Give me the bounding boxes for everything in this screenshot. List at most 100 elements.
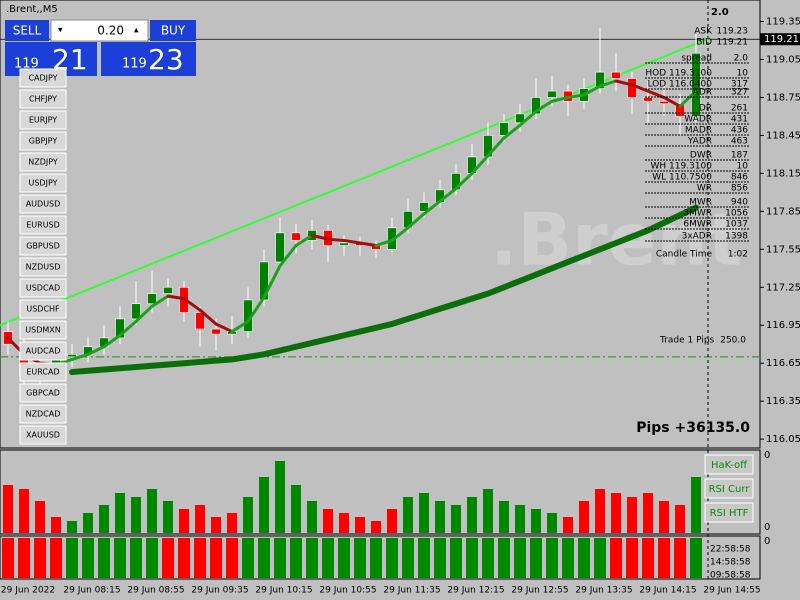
x-tick-label: 29 Jun 08:55 bbox=[127, 586, 184, 596]
symbol-button[interactable] bbox=[19, 89, 67, 109]
lot-value[interactable]: 0.20 bbox=[97, 24, 124, 38]
symbol-button[interactable] bbox=[19, 173, 67, 193]
indicator-button[interactable] bbox=[704, 478, 754, 499]
info-value: 187 bbox=[731, 151, 748, 161]
symbol-button[interactable] bbox=[19, 152, 67, 172]
signal-column bbox=[98, 538, 110, 578]
symbol-button[interactable] bbox=[19, 131, 67, 151]
symbol-label[interactable]: NZDJPY bbox=[28, 158, 58, 167]
symbol-button[interactable] bbox=[19, 383, 67, 403]
signal-column bbox=[690, 538, 702, 578]
signal-column bbox=[162, 538, 174, 578]
symbol-label[interactable]: EURJPY bbox=[29, 116, 57, 125]
symbol-button[interactable] bbox=[19, 404, 67, 424]
hist-bar bbox=[163, 501, 173, 533]
indicator-label[interactable]: RSI Curr bbox=[709, 484, 751, 495]
buy-button[interactable] bbox=[150, 20, 196, 41]
symbol-button[interactable] bbox=[19, 299, 67, 319]
lot-down[interactable]: ▾ bbox=[58, 26, 63, 36]
symbol-label[interactable]: USDCAD bbox=[26, 284, 60, 293]
symbol-label[interactable]: CHFJPY bbox=[29, 95, 57, 104]
symbol-label[interactable]: GBPCAD bbox=[26, 389, 60, 398]
signal-column bbox=[130, 538, 142, 578]
symbol-button[interactable] bbox=[19, 110, 67, 130]
hist-bar bbox=[195, 505, 205, 533]
indicator-label[interactable]: HaK-off bbox=[711, 460, 748, 471]
buy-price-box[interactable] bbox=[101, 42, 196, 76]
symbol-label[interactable]: GBPJPY bbox=[29, 137, 58, 146]
symbol-label[interactable]: XAUUSD bbox=[26, 431, 60, 440]
symbol-label[interactable]: EURUSD bbox=[26, 221, 60, 230]
lot-up[interactable]: ▴ bbox=[134, 26, 139, 36]
fast-ma-segment bbox=[294, 233, 314, 248]
hist-bar bbox=[611, 493, 621, 533]
candle-body bbox=[195, 312, 205, 330]
symbol-button[interactable] bbox=[19, 215, 67, 235]
symbol-label[interactable]: AUDCAD bbox=[26, 347, 61, 356]
signal-column bbox=[2, 538, 14, 578]
symbol-button[interactable] bbox=[19, 236, 67, 256]
symbol-button[interactable] bbox=[19, 320, 67, 340]
symbol-button[interactable] bbox=[19, 68, 67, 88]
candle-body bbox=[675, 103, 685, 117]
indicator-button[interactable] bbox=[704, 454, 754, 475]
fast-ma-segment bbox=[550, 95, 570, 103]
symbol-button[interactable] bbox=[19, 425, 67, 445]
symbol-button[interactable] bbox=[19, 257, 67, 277]
symbol-label[interactable]: USDMXN bbox=[25, 326, 60, 335]
fast-ma-segment bbox=[470, 154, 490, 175]
signal-column bbox=[82, 538, 94, 578]
symbol-label[interactable]: NZDUSD bbox=[26, 263, 61, 272]
info-value: 2.0 bbox=[734, 54, 749, 64]
symbol-label[interactable]: GBPUSD bbox=[26, 242, 60, 251]
info-label: spread bbox=[681, 54, 712, 64]
timer-label: 09:58:58 bbox=[710, 571, 751, 581]
hist-bar bbox=[371, 521, 381, 533]
signal-column bbox=[466, 538, 478, 578]
indicator-label[interactable]: RSI HTF bbox=[710, 508, 749, 519]
hist-bar bbox=[659, 501, 669, 533]
indicator-button[interactable] bbox=[704, 502, 754, 523]
info-label: WH 119.3100 bbox=[651, 162, 713, 172]
symbol-label[interactable]: CADJPY bbox=[28, 74, 57, 83]
y-tick-label: 116.35 bbox=[766, 396, 800, 407]
fast-ma-segment bbox=[118, 319, 138, 337]
sell-button[interactable] bbox=[5, 20, 49, 41]
y-tick-label: 119.05 bbox=[766, 54, 800, 65]
hist-bar bbox=[83, 513, 93, 533]
x-tick-label: 29 Jun 08:15 bbox=[63, 586, 120, 596]
candle-body bbox=[547, 90, 557, 98]
signal-column bbox=[274, 538, 286, 578]
info-label: HOD 119.3100 bbox=[645, 69, 712, 79]
spread-top: 2.0 bbox=[711, 7, 729, 18]
symbol-label[interactable]: USDCHF bbox=[26, 305, 60, 314]
y-tick-label: 117.55 bbox=[766, 244, 800, 255]
buy-label[interactable]: BUY bbox=[161, 24, 186, 38]
symbol-label[interactable]: NZDCAD bbox=[26, 410, 61, 419]
signal-column bbox=[50, 538, 62, 578]
symbol-label[interactable]: AUDUSD bbox=[26, 200, 61, 209]
symbol-button[interactable] bbox=[19, 278, 67, 298]
sell-label[interactable]: SELL bbox=[13, 24, 42, 38]
fast-ma-segment bbox=[166, 294, 186, 301]
hist-bar bbox=[515, 505, 525, 533]
signal-column bbox=[610, 538, 622, 578]
signal-column bbox=[178, 538, 190, 578]
fast-ma-segment bbox=[214, 322, 234, 334]
fast-ma-segment bbox=[406, 212, 426, 230]
y-tick-label: 116.05 bbox=[766, 434, 800, 445]
fast-ma-segment bbox=[646, 89, 666, 99]
hist-bar bbox=[259, 477, 269, 533]
lot-box[interactable] bbox=[50, 19, 149, 42]
symbol-button[interactable] bbox=[19, 362, 67, 382]
symbol-label[interactable]: EURCAD bbox=[26, 368, 59, 377]
hist-bar bbox=[627, 497, 637, 533]
symbol-label[interactable]: USDJPY bbox=[29, 179, 58, 188]
symbol-button[interactable] bbox=[19, 341, 67, 361]
symbol-button[interactable] bbox=[19, 194, 67, 214]
fast-ma-segment bbox=[598, 79, 618, 88]
fast-ma-segment bbox=[390, 226, 410, 242]
signal-column bbox=[306, 538, 318, 578]
fast-ma-segment bbox=[102, 333, 122, 349]
